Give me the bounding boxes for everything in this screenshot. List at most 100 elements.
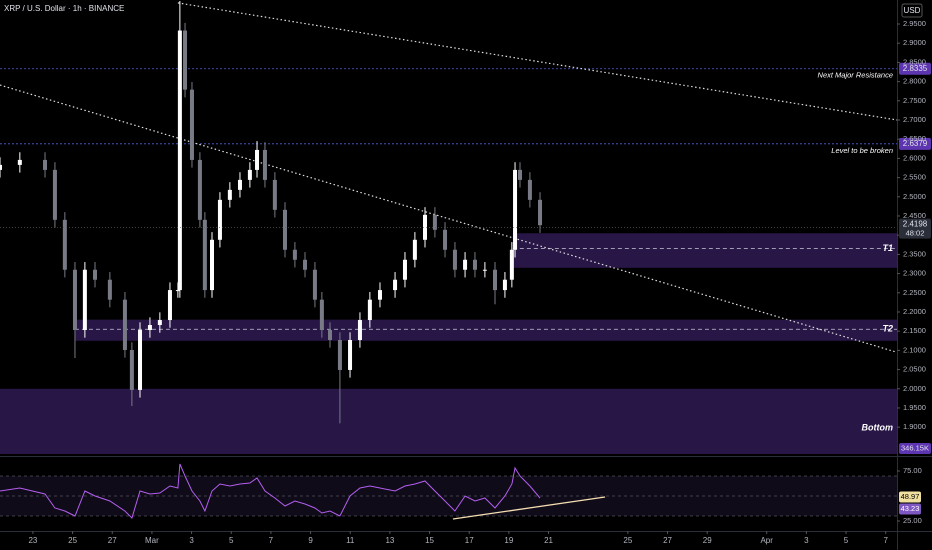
y-tick-label: 25.00	[903, 516, 922, 525]
candle-body	[509, 249, 514, 280]
candle-body	[177, 30, 182, 291]
x-tick-label: Apr	[760, 536, 773, 545]
x-tick-label: 15	[425, 536, 434, 545]
candle-body	[402, 259, 407, 280]
y-tick-label: 2.2500	[903, 288, 926, 297]
candle-body	[227, 189, 232, 200]
zone-label: T2	[882, 324, 893, 334]
rsi-value-box	[899, 491, 921, 503]
zone	[0, 388, 897, 455]
rsi-value: 43.23	[901, 504, 920, 513]
candle-body	[72, 269, 77, 331]
candle-body	[282, 209, 287, 250]
level-price-box	[899, 137, 931, 150]
y-tick-label: 2.6000	[903, 153, 926, 162]
y-tick-label: 2.5500	[903, 173, 926, 182]
chart-title: XRP / U.S. Dollar · 1h · BINANCE	[4, 4, 124, 13]
last-price: 2.4198	[903, 220, 928, 229]
currency: USD	[904, 6, 921, 15]
level-price-box	[899, 62, 931, 75]
x-tick-label: 5	[229, 536, 234, 545]
last-price-box	[899, 218, 931, 239]
candle-body	[493, 269, 498, 291]
candle-body	[292, 249, 297, 260]
y-tick-label: 2.5000	[903, 192, 926, 201]
candle-body	[237, 179, 242, 190]
zone-label: Bottom	[862, 422, 894, 432]
candle-body	[432, 214, 437, 230]
candle-body	[157, 320, 162, 326]
x-tick-label: 7	[883, 536, 888, 545]
rsi-trendline	[452, 496, 606, 520]
candle-body	[502, 279, 507, 291]
x-tick-label: Mar	[145, 536, 159, 545]
x-tick-label: 19	[504, 536, 513, 545]
candle-body	[393, 279, 398, 291]
candle-body	[527, 179, 532, 200]
x-tick-label: 25	[623, 536, 632, 545]
candle-body	[0, 164, 2, 170]
candle-body	[482, 269, 487, 271]
candle-body	[247, 169, 252, 180]
y-tick-label: 1.9000	[903, 422, 926, 431]
candle-body	[337, 340, 342, 370]
x-tick-label: 21	[544, 536, 553, 545]
y-tick-label: 2.2000	[903, 307, 926, 316]
x-tick-label: 13	[385, 536, 394, 545]
candle-body	[210, 239, 215, 291]
candle-body	[255, 149, 260, 170]
volume-box	[899, 443, 931, 454]
candle-body	[167, 290, 172, 321]
y-tick-label: 2.8500	[903, 57, 926, 66]
zone	[512, 233, 897, 268]
x-tick-label: 27	[108, 536, 117, 545]
x-tick-label: 3	[804, 536, 809, 545]
y-tick-label: 2.9500	[903, 19, 926, 28]
candle-body	[513, 169, 518, 250]
zone	[74, 319, 897, 341]
candle-body	[319, 299, 324, 331]
x-tick-label: 17	[465, 536, 474, 545]
candle-body	[138, 330, 143, 390]
candle-body	[175, 290, 180, 292]
y-tick-label: 2.9000	[903, 38, 926, 47]
candle-body	[463, 259, 468, 270]
level-price: 2.6379	[903, 139, 928, 148]
currency-box	[901, 3, 923, 18]
x-tick-label: 5	[844, 536, 849, 545]
candle-body	[377, 290, 382, 300]
candle-body	[122, 299, 127, 350]
plot-layer: T1 T2 Bottom Next Major Resistance Level to …	[0, 0, 898, 520]
y-tick-label: 2.3000	[903, 269, 926, 278]
y-tick-label: 2.4500	[903, 211, 926, 220]
candle-body	[348, 340, 353, 370]
x-tick-label: 3	[189, 536, 194, 545]
volume-label: 346.15K	[901, 443, 929, 452]
candle-body	[147, 325, 152, 331]
y-tick-label: 2.6500	[903, 134, 926, 143]
x-tick-label: 23	[28, 536, 37, 545]
zone-label: T1	[882, 243, 893, 253]
rsi-value-box	[899, 503, 921, 515]
y-tick-label: 2.1500	[903, 326, 926, 335]
candle-body	[183, 30, 188, 90]
candle-body	[303, 259, 308, 270]
y-tick-label: 2.8000	[903, 77, 926, 86]
candle-body	[262, 149, 267, 180]
x-tick-label: 9	[308, 536, 313, 545]
x-tick-label: 7	[269, 536, 274, 545]
candle-body	[328, 330, 333, 341]
candle-body	[517, 169, 522, 180]
y-tick-label: 75.00	[903, 466, 922, 475]
countdown: 48:02	[906, 229, 925, 238]
candle-body	[538, 199, 543, 226]
candle-body	[17, 159, 22, 165]
x-tick-label: 27	[663, 536, 672, 545]
candle-body	[422, 214, 427, 240]
candle-body	[82, 269, 87, 331]
y-tick-label: 1.9500	[903, 403, 926, 412]
x-tick-label: 29	[703, 536, 712, 545]
candle-body	[197, 159, 202, 220]
level-price: 2.8335	[903, 64, 928, 73]
